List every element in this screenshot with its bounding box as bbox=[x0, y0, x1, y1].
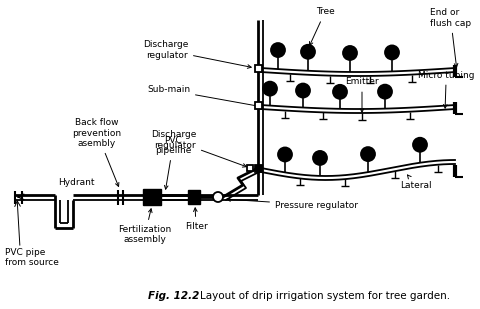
Text: Fig. 12.2: Fig. 12.2 bbox=[148, 291, 199, 301]
Text: Filter: Filter bbox=[185, 208, 207, 231]
Circle shape bbox=[361, 147, 375, 161]
Text: Discharge
regulator: Discharge regulator bbox=[143, 40, 251, 68]
Circle shape bbox=[301, 45, 315, 59]
Text: Sub-main: Sub-main bbox=[147, 86, 259, 108]
Text: Pressure regulator: Pressure regulator bbox=[227, 198, 358, 210]
Circle shape bbox=[413, 138, 427, 152]
Circle shape bbox=[278, 147, 292, 162]
Text: Tree: Tree bbox=[310, 7, 335, 45]
Text: Hydrant: Hydrant bbox=[58, 178, 95, 187]
Circle shape bbox=[296, 83, 310, 98]
Bar bbox=[247, 165, 253, 171]
Text: Micro tubing: Micro tubing bbox=[418, 70, 475, 108]
Circle shape bbox=[343, 46, 357, 60]
Bar bbox=[143, 189, 161, 205]
Text: PVC
pipeline: PVC pipeline bbox=[155, 136, 191, 189]
Text: Emitter: Emitter bbox=[345, 78, 379, 112]
Bar bbox=[254, 164, 262, 171]
Circle shape bbox=[333, 85, 347, 99]
Circle shape bbox=[271, 43, 285, 57]
Text: Discharge
regulator: Discharge regulator bbox=[151, 130, 246, 167]
Text: Lateral: Lateral bbox=[400, 175, 432, 189]
Text: Fertilization
assembly: Fertilization assembly bbox=[119, 209, 172, 244]
Text: End or
flush cap: End or flush cap bbox=[430, 8, 471, 67]
Circle shape bbox=[213, 192, 223, 202]
Text: Back flow
prevention
asembly: Back flow prevention asembly bbox=[72, 118, 121, 186]
Circle shape bbox=[385, 45, 399, 59]
Circle shape bbox=[313, 151, 327, 165]
Circle shape bbox=[378, 85, 392, 99]
Text: PVC pipe
from source: PVC pipe from source bbox=[5, 248, 59, 267]
Circle shape bbox=[263, 82, 277, 95]
Bar bbox=[254, 101, 262, 108]
Text: Layout of drip irrigation system for tree garden.: Layout of drip irrigation system for tre… bbox=[200, 291, 450, 301]
Bar bbox=[254, 65, 262, 71]
Bar bbox=[188, 190, 200, 204]
